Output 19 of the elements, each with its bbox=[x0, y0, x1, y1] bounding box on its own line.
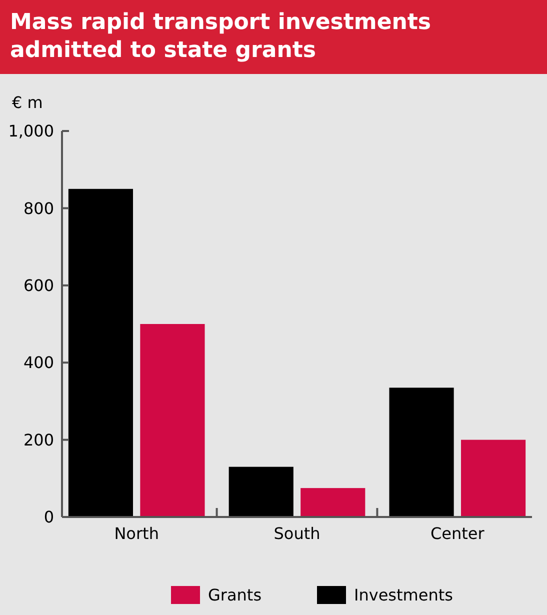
y-tick-label: 200 bbox=[23, 430, 54, 450]
bar bbox=[389, 388, 454, 517]
legend-label: Investments bbox=[354, 586, 453, 605]
x-tick-label: South bbox=[274, 524, 320, 543]
y-tick-label: 600 bbox=[23, 276, 54, 295]
bar bbox=[461, 440, 526, 517]
bar bbox=[228, 466, 294, 517]
bar bbox=[68, 188, 133, 517]
y-tick-label: 400 bbox=[23, 353, 54, 372]
bar bbox=[300, 488, 366, 517]
y-tick-label: 0 bbox=[44, 508, 54, 527]
y-tick-label: 1,000 bbox=[8, 122, 54, 141]
y-axis-title: € m bbox=[12, 93, 43, 112]
chart-title: Mass rapid transport investments admitted to state grants bbox=[10, 10, 432, 63]
x-tick-label: Center bbox=[430, 524, 485, 543]
x-tick-label: North bbox=[114, 524, 159, 543]
y-tick-label: 800 bbox=[23, 198, 54, 218]
legend-label: Grants bbox=[208, 586, 262, 605]
bar bbox=[140, 324, 205, 517]
